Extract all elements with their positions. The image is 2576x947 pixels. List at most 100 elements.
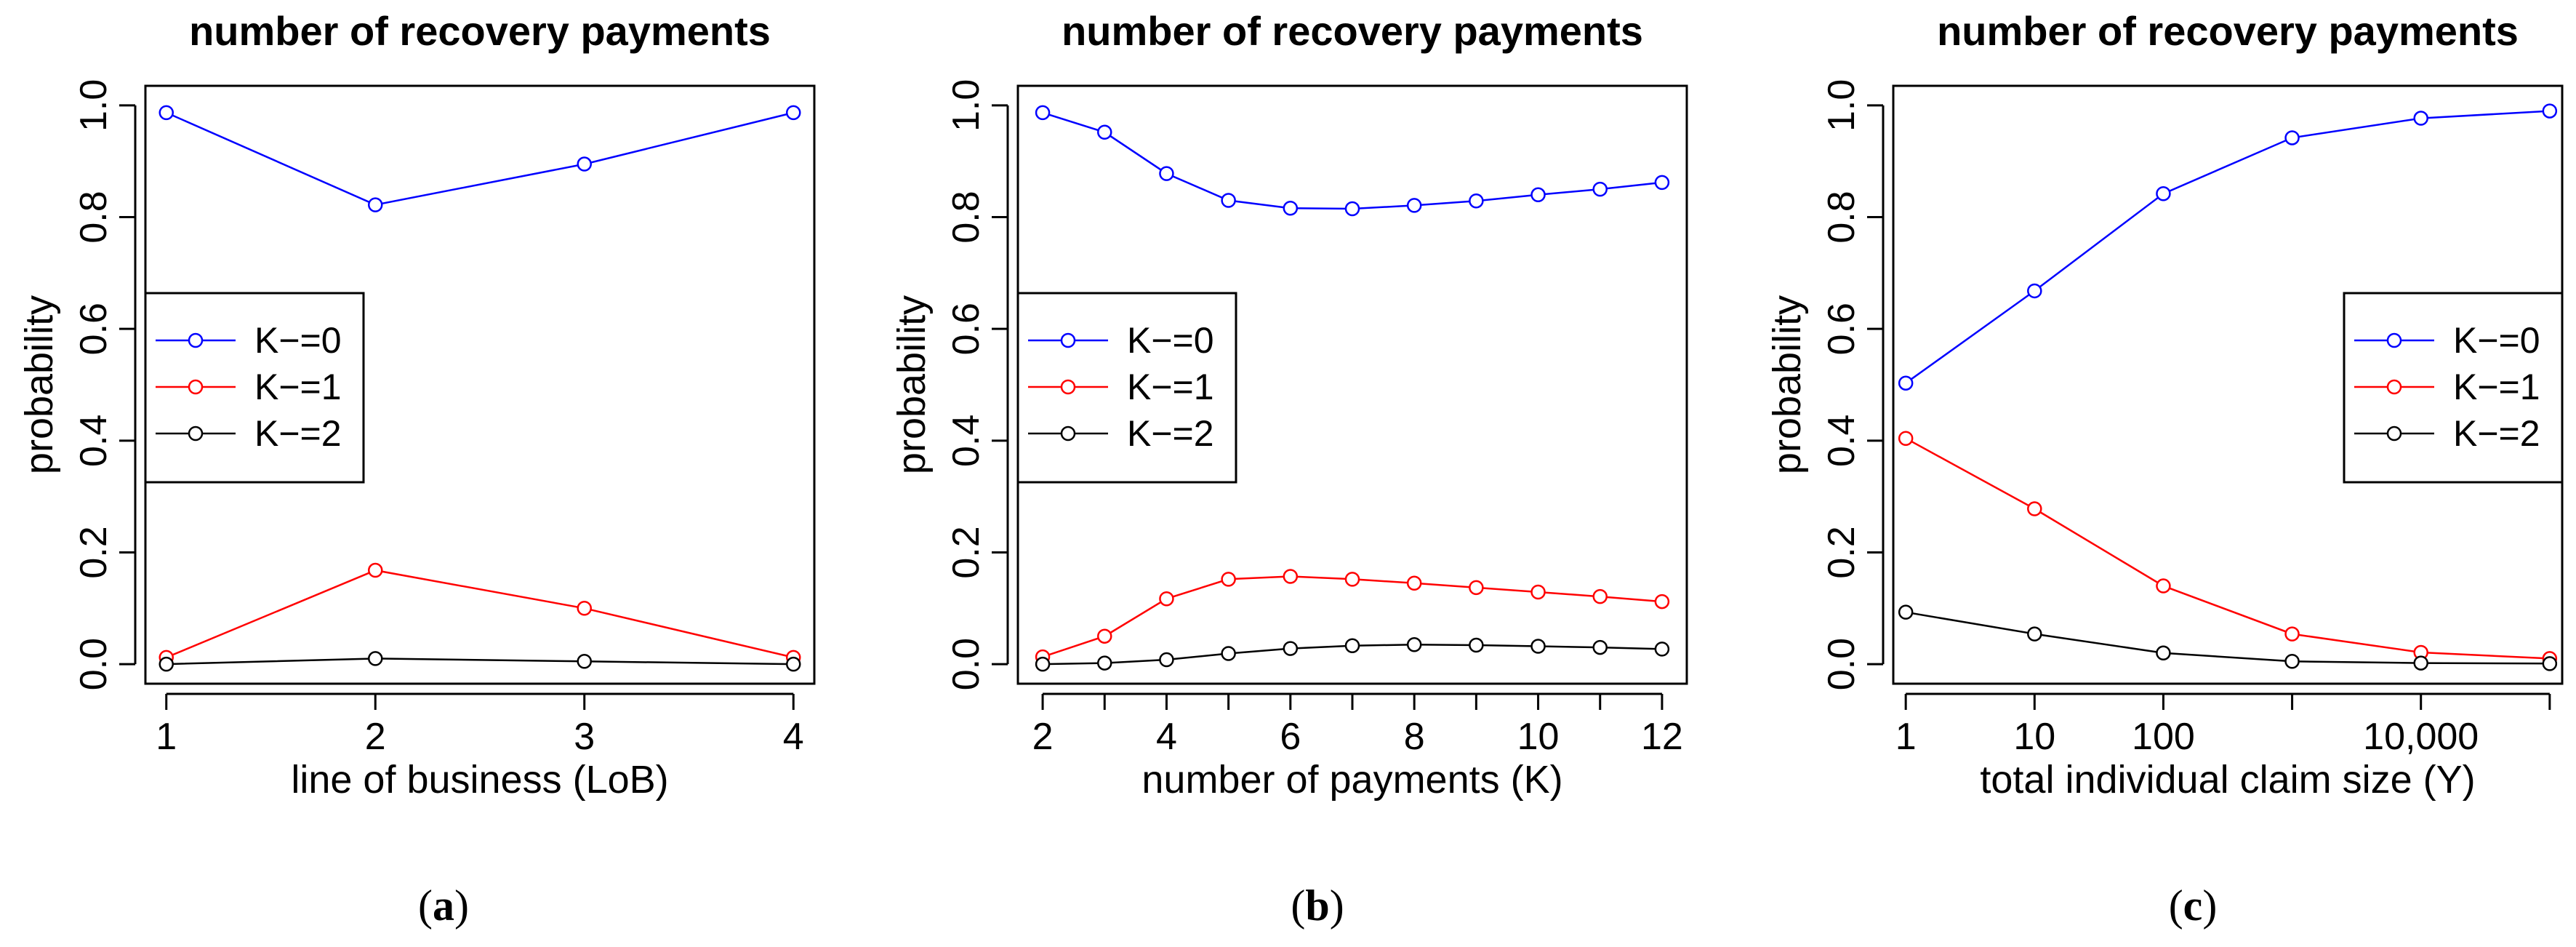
y-tick-label: 1.0 bbox=[945, 79, 987, 132]
y-tick-label: 0.8 bbox=[1821, 191, 1863, 243]
y-tick-label: 0.6 bbox=[945, 303, 987, 355]
series-2 bbox=[1035, 636, 1670, 672]
data-point bbox=[1654, 175, 1670, 191]
x-tick-label: 1 bbox=[156, 716, 177, 758]
data-point bbox=[2027, 501, 2042, 516]
series-0 bbox=[1035, 105, 1670, 217]
data-point bbox=[2156, 578, 2171, 594]
x-tick-label: 8 bbox=[1404, 716, 1425, 758]
data-point bbox=[2156, 186, 2171, 201]
x-tick-label: 4 bbox=[783, 716, 804, 758]
data-point bbox=[1344, 638, 1360, 654]
x-tick-label: 100 bbox=[2132, 716, 2195, 758]
data-point bbox=[2542, 103, 2558, 119]
legend: K−=0 K−=1 K−=2 bbox=[144, 292, 365, 484]
data-point bbox=[1469, 637, 1484, 653]
data-point bbox=[1035, 656, 1051, 672]
series-0 bbox=[1898, 103, 2558, 391]
y-tick-label: 0.8 bbox=[73, 191, 115, 243]
series-2 bbox=[1898, 604, 2558, 671]
y-tick-label: 0.4 bbox=[73, 415, 115, 467]
series-line bbox=[1905, 611, 2550, 665]
x-tick-label: 10 bbox=[2013, 716, 2055, 758]
series-1 bbox=[159, 562, 801, 666]
x-tick-label: 2 bbox=[365, 716, 386, 758]
y-tick-label: 0.6 bbox=[1821, 303, 1863, 355]
x-tick-label: 2 bbox=[1032, 716, 1054, 758]
panel-caption-letter: c bbox=[2183, 882, 2203, 930]
x-axis-label: total individual claim size (Y) bbox=[1980, 758, 2475, 802]
data-point bbox=[1406, 575, 1422, 591]
data-point bbox=[1530, 187, 1546, 203]
data-point bbox=[1344, 201, 1360, 217]
data-point bbox=[1097, 124, 1112, 140]
legend-entry-label: K−=2 bbox=[2453, 413, 2540, 454]
x-tick-label: 1 bbox=[1895, 716, 1917, 758]
data-point bbox=[1221, 646, 1236, 661]
data-point bbox=[2027, 626, 2042, 642]
legend-swatch-marker bbox=[1060, 425, 1076, 441]
data-point bbox=[1469, 580, 1484, 596]
legend-swatch-marker bbox=[2386, 332, 2402, 348]
x-tick-label: 10 bbox=[1517, 716, 1560, 758]
panel-caption: (a) bbox=[418, 882, 469, 930]
y-tick-label: 0.0 bbox=[1821, 638, 1863, 690]
y-tick-label: 1.0 bbox=[73, 79, 115, 132]
y-tick-label: 0.4 bbox=[945, 415, 987, 467]
legend-entry-label: K−=2 bbox=[1127, 413, 1214, 454]
x-axis-label: number of payments (K) bbox=[1141, 758, 1562, 802]
series-line bbox=[166, 111, 794, 206]
legend: K−=0 K−=1 K−=2 bbox=[2343, 292, 2564, 484]
data-point bbox=[1221, 572, 1236, 587]
series-line bbox=[166, 658, 794, 666]
y-tick-label: 0.4 bbox=[1821, 415, 1863, 467]
series-line bbox=[1905, 110, 2550, 384]
data-point bbox=[1898, 375, 1914, 391]
y-tick-label: 0.2 bbox=[945, 526, 987, 578]
x-tick-label: 6 bbox=[1280, 716, 1301, 758]
data-point bbox=[2284, 654, 2300, 669]
y-axis-label: probability bbox=[890, 295, 934, 474]
series-0 bbox=[159, 105, 801, 212]
data-point bbox=[1592, 181, 1608, 197]
data-point bbox=[1406, 636, 1422, 652]
data-point bbox=[1159, 652, 1174, 668]
data-point bbox=[2413, 111, 2428, 126]
legend: K−=0 K−=1 K−=2 bbox=[1016, 292, 1237, 484]
legend-swatch-marker bbox=[2386, 379, 2402, 395]
data-point bbox=[1654, 642, 1670, 657]
x-tick-label: 12 bbox=[1641, 716, 1683, 758]
y-tick-label: 0.2 bbox=[73, 526, 115, 578]
panel-caption-letter: b bbox=[1305, 882, 1329, 930]
data-point bbox=[1344, 572, 1360, 587]
data-point bbox=[2027, 283, 2042, 299]
x-axis-label: line of business (LoB) bbox=[291, 758, 668, 802]
legend-swatch-marker bbox=[2386, 425, 2402, 441]
data-point bbox=[577, 601, 592, 616]
data-point bbox=[2413, 655, 2428, 671]
series-line bbox=[1042, 111, 1663, 210]
data-point bbox=[159, 656, 174, 672]
panel-caption: (c) bbox=[2169, 882, 2218, 930]
data-point bbox=[786, 105, 801, 121]
legend-swatch-marker bbox=[1060, 379, 1076, 395]
legend-entry-label: K−=2 bbox=[254, 413, 342, 454]
chart-panel-c: number of recovery payments 0.0 0.2 0.4 0.6 0… bbox=[1765, 8, 2564, 930]
y-tick-label: 0.8 bbox=[945, 191, 987, 243]
data-point bbox=[1898, 431, 1914, 446]
data-point bbox=[577, 654, 592, 669]
series-2 bbox=[159, 651, 801, 672]
data-point bbox=[1654, 594, 1670, 610]
data-point bbox=[1530, 639, 1546, 654]
data-point bbox=[2284, 130, 2300, 145]
data-point bbox=[1283, 200, 1299, 216]
chart-title: number of recovery payments bbox=[1062, 8, 1643, 54]
data-point bbox=[1592, 588, 1608, 604]
y-axis-label: probability bbox=[1765, 295, 1809, 474]
y-tick-label: 0.6 bbox=[73, 303, 115, 355]
series-line bbox=[1905, 437, 2550, 660]
y-tick-label: 0.2 bbox=[1821, 526, 1863, 578]
chart-panels: number of recovery payments 0.0 0.2 0.4 0.6 0… bbox=[17, 8, 2564, 930]
panel-caption-letter: a bbox=[433, 882, 454, 930]
